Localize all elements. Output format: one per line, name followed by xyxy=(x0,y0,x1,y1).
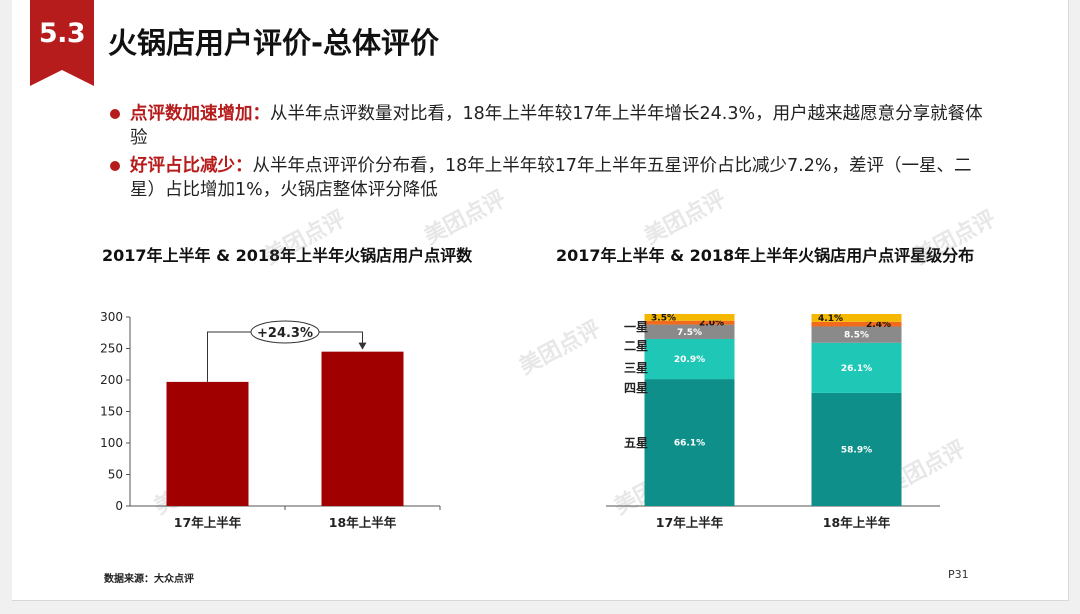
section-badge xyxy=(30,0,94,86)
stacked-segment xyxy=(644,338,735,380)
page-number: P31 xyxy=(948,568,969,581)
stacked-segment xyxy=(811,314,902,322)
y-tick-label: 50 xyxy=(108,468,123,482)
bar-chart-title: 2017年上半年 & 2018年上半年火锅店用户点评数 xyxy=(102,246,473,265)
y-tick-label: 150 xyxy=(100,405,123,419)
bullet-item: 好评占比减少：从半年点评评价分布看，18年上半年较17年上半年五星评价占比减少7… xyxy=(110,154,994,202)
stacked-segment xyxy=(811,392,902,506)
legend-label: 三星 xyxy=(624,361,648,375)
legend-label: 二星 xyxy=(624,339,648,353)
bullet-keyword: 点评数加速增加： xyxy=(130,104,270,124)
data-label: 2.0% xyxy=(699,319,724,329)
growth-annotation: +24.3% xyxy=(257,326,313,341)
bullet-keyword: 好评占比减少： xyxy=(130,156,253,176)
data-label: 20.9% xyxy=(674,355,705,365)
stacked-segment xyxy=(644,324,735,339)
data-label: 58.9% xyxy=(841,445,872,455)
stacked-segment xyxy=(811,342,902,393)
bullet-dot-icon xyxy=(110,161,120,171)
bar xyxy=(321,351,404,506)
stacked-segment xyxy=(644,314,735,321)
stacked-segment xyxy=(811,326,902,343)
data-label: 26.1% xyxy=(841,364,872,374)
data-label: 3.5% xyxy=(651,313,676,323)
stacked-segment xyxy=(644,320,735,325)
page-title: 火锅店用户评价-总体评价 xyxy=(108,26,440,60)
data-label: 66.1% xyxy=(674,439,705,449)
stacked-segment xyxy=(811,321,902,327)
legend-label: 五星 xyxy=(624,436,648,450)
y-tick-label: 250 xyxy=(100,342,123,356)
bullet-item: 点评数加速增加：从半年点评数量对比看，18年上半年较17年上半年增长24.3%，… xyxy=(110,102,994,150)
data-label: 8.5% xyxy=(844,331,869,341)
bar xyxy=(166,381,249,506)
data-label: 4.1% xyxy=(818,314,843,324)
x-tick-label: 17年上半年 xyxy=(174,515,242,530)
legend-label: 一星 xyxy=(624,320,648,334)
bullet-text: 从半年点评评价分布看，18年上半年较17年上半年五星评价占比减少7.2%，差评（… xyxy=(130,156,972,200)
x-tick-label: 18年上半年 xyxy=(823,515,891,530)
stacked-segment xyxy=(644,379,735,506)
y-tick-label: 100 xyxy=(100,436,123,450)
bullet-dot-icon xyxy=(110,109,120,119)
y-tick-label: 300 xyxy=(100,310,123,324)
x-tick-label: 17年上半年 xyxy=(656,515,724,530)
data-label: 7.5% xyxy=(677,328,702,338)
bullet-text: 从半年点评数量对比看，18年上半年较17年上半年增长24.3%，用户越来越愿意分… xyxy=(130,104,983,148)
data-label: 2.4% xyxy=(866,320,891,330)
growth-annotation-bubble xyxy=(250,320,320,344)
bullet-list: 点评数加速增加：从半年点评数量对比看，18年上半年较17年上半年增长24.3%，… xyxy=(110,102,994,206)
stacked-chart-title: 2017年上半年 & 2018年上半年火锅店用户点评星级分布 xyxy=(556,246,975,265)
legend-label: 四星 xyxy=(624,381,648,395)
y-tick-label: 0 xyxy=(115,499,123,513)
growth-arrow-icon xyxy=(358,342,367,350)
x-tick-label: 18年上半年 xyxy=(329,515,397,530)
data-source: 数据来源：大众点评 xyxy=(104,574,194,585)
y-tick-label: 200 xyxy=(100,373,123,387)
section-number: 5.3 xyxy=(38,18,86,49)
